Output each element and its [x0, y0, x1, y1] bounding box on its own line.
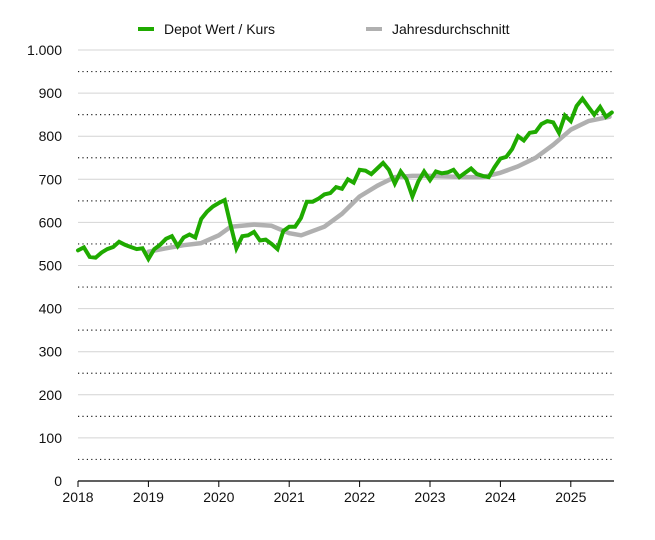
y-tick-label: 600	[39, 214, 63, 230]
y-tick-label: 500	[39, 258, 63, 274]
y-tick-label: 0	[54, 473, 62, 489]
x-tick-label: 2019	[133, 489, 164, 505]
x-tick-label: 2021	[274, 489, 305, 505]
x-tick-label: 2022	[344, 489, 375, 505]
y-tick-label: 400	[39, 301, 63, 317]
y-tick-label: 100	[39, 430, 63, 446]
x-tick-label: 2023	[414, 489, 445, 505]
y-tick-label: 200	[39, 387, 63, 403]
x-tick-label: 2025	[555, 489, 586, 505]
grid	[78, 49, 614, 482]
x-tick-label: 2020	[203, 489, 234, 505]
y-tick-label: 1.000	[27, 42, 62, 58]
y-axis: 0 100 200 300 400 500 600 700 800 900 1.000	[27, 42, 62, 489]
x-tick-label: 2024	[485, 489, 516, 505]
legend: Depot Wert / Kurs Jahresdurchschnitt	[138, 21, 510, 37]
x-tick-label: 2018	[62, 489, 93, 505]
y-tick-label: 300	[39, 344, 63, 360]
series-line-jahresdurchschnitt	[146, 114, 612, 254]
series-lines	[76, 95, 614, 264]
series-line-depot-wert	[76, 95, 614, 264]
y-tick-label: 900	[39, 85, 63, 101]
y-tick-label: 800	[39, 128, 63, 144]
legend-label: Jahresdurchschnitt	[392, 21, 510, 37]
y-tick-label: 700	[39, 171, 63, 187]
legend-label: Depot Wert / Kurs	[164, 21, 275, 37]
x-axis: 2018 2019 2020 2021 2022 2023 2024 2025	[62, 481, 587, 505]
